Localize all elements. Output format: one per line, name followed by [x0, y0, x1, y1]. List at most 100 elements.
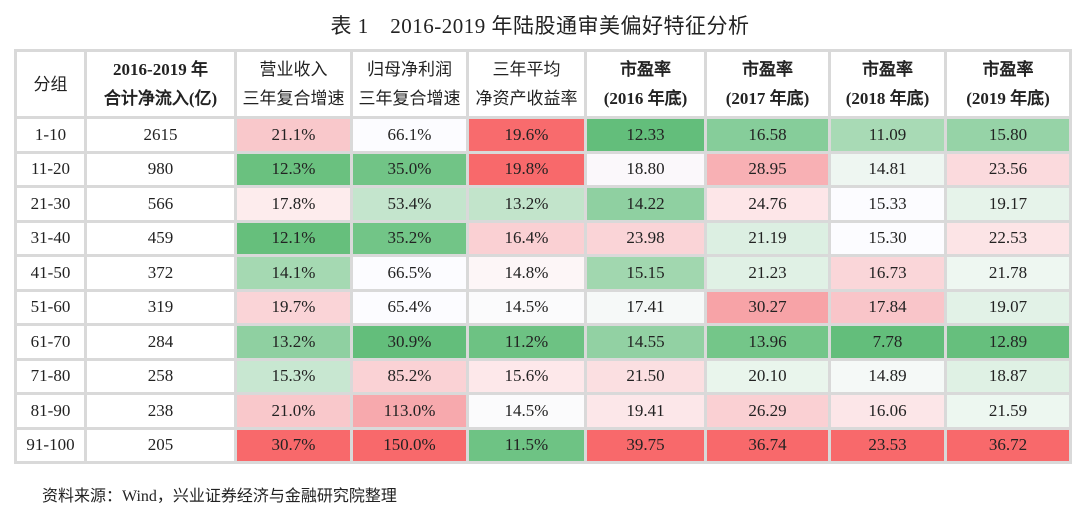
- heatmap-cell: 24.76: [704, 185, 831, 223]
- heatmap-cell: 12.89: [944, 323, 1072, 361]
- heatmap-cell: 15.30: [828, 219, 947, 257]
- heatmap-cell: 14.5%: [466, 288, 587, 326]
- heatmap-cell: 17.84: [828, 288, 947, 326]
- column-header-line: 三年复合增速: [242, 89, 345, 108]
- heatmap-cell: 14.81: [828, 150, 947, 188]
- group-cell: 31-40: [14, 219, 87, 257]
- heatmap-cell: 23.53: [828, 426, 947, 464]
- column-header: 市盈率 (2016 年底): [584, 49, 707, 119]
- heatmap-cell: 14.55: [584, 323, 707, 361]
- group-cell: 41-50: [14, 254, 87, 292]
- column-header-line: (2019 年底): [966, 89, 1050, 108]
- group-cell: 21-30: [14, 185, 87, 223]
- heatmap-cell: 14.89: [828, 357, 947, 395]
- heatmap-cell: 19.8%: [466, 150, 587, 188]
- heatmap-cell: 21.59: [944, 392, 1072, 430]
- heatmap-cell: 19.6%: [466, 116, 587, 154]
- inflow-cell: 459: [84, 219, 237, 257]
- table-row: 31-40 459 12.1% 35.2% 16.4% 23.98 21.19 15.30 22…: [14, 219, 1072, 257]
- table-row: 71-80 258 15.3% 85.2% 15.6% 21.50 20.10 14.89 18…: [14, 357, 1072, 395]
- heatmap-cell: 14.8%: [466, 254, 587, 292]
- column-header-line: 市盈率: [862, 60, 913, 79]
- heatmap-cell: 66.1%: [350, 116, 469, 154]
- heatmap-cell: 7.78: [828, 323, 947, 361]
- heatmap-cell: 14.22: [584, 185, 707, 223]
- column-header: 市盈率 (2017 年底): [704, 49, 831, 119]
- heatmap-cell: 19.41: [584, 392, 707, 430]
- heatmap-cell: 65.4%: [350, 288, 469, 326]
- heatmap-cell: 36.72: [944, 426, 1072, 464]
- column-header-line: 市盈率: [742, 60, 793, 79]
- heatmap-cell: 23.56: [944, 150, 1072, 188]
- table-row: 1-10 2615 21.1% 66.1% 19.6% 12.33 16.58 11.09 15…: [14, 116, 1072, 154]
- data-table: 分组 2016-2019 年合计净流入(亿) 营业收入三年复合增速 归母净利润 三年复合…: [14, 49, 1072, 464]
- group-cell: 51-60: [14, 288, 87, 326]
- heatmap-cell: 23.98: [584, 219, 707, 257]
- inflow-cell: 372: [84, 254, 237, 292]
- heatmap-cell: 11.5%: [466, 426, 587, 464]
- column-header-line: 三年平均: [492, 60, 561, 79]
- heatmap-cell: 150.0%: [350, 426, 469, 464]
- column-header-line: (2017 年底): [725, 89, 810, 108]
- inflow-cell: 205: [84, 426, 237, 464]
- column-header-line: 净资产收益率: [475, 89, 578, 108]
- heatmap-cell: 17.8%: [234, 185, 353, 223]
- heatmap-cell: 13.96: [704, 323, 831, 361]
- column-header-line: 归母净利润: [367, 60, 452, 79]
- heatmap-cell: 15.3%: [234, 357, 353, 395]
- source-note: 资料来源：Wind，兴业证券经济与金融研究院整理: [42, 488, 397, 505]
- group-cell: 71-80: [14, 357, 87, 395]
- table-row: 21-30 566 17.8% 53.4% 13.2% 14.22 24.76 15.33 19…: [14, 185, 1072, 223]
- heatmap-cell: 21.23: [704, 254, 831, 292]
- inflow-cell: 284: [84, 323, 237, 361]
- inflow-cell: 319: [84, 288, 237, 326]
- heatmap-cell: 85.2%: [350, 357, 469, 395]
- heatmap-cell: 12.3%: [234, 150, 353, 188]
- column-header-line: 分组: [33, 74, 68, 94]
- heatmap-cell: 17.41: [584, 288, 707, 326]
- heatmap-cell: 16.06: [828, 392, 947, 430]
- heatmap-cell: 16.73: [828, 254, 947, 292]
- column-header: 归母净利润 三年复合增速: [350, 49, 469, 119]
- heatmap-cell: 39.75: [584, 426, 707, 464]
- heatmap-cell: 26.29: [704, 392, 831, 430]
- heatmap-cell: 11.2%: [466, 323, 587, 361]
- column-header-line: (2018 年底): [845, 89, 930, 108]
- heatmap-cell: 13.2%: [466, 185, 587, 223]
- table-row: 81-90 238 21.0% 113.0% 14.5% 19.41 26.29 16.06 2…: [14, 392, 1072, 430]
- heatmap-cell: 21.1%: [234, 116, 353, 154]
- heatmap-cell: 14.1%: [234, 254, 353, 292]
- column-header-line: 2016-2019 年: [113, 60, 208, 79]
- heatmap-cell: 28.95: [704, 150, 831, 188]
- column-header-line: 营业收入: [259, 60, 328, 79]
- group-cell: 1-10: [14, 116, 87, 154]
- heatmap-cell: 11.09: [828, 116, 947, 154]
- heatmap-cell: 20.10: [704, 357, 831, 395]
- heatmap-cell: 15.80: [944, 116, 1072, 154]
- column-header-line: (2016 年底): [603, 89, 688, 108]
- heatmap-cell: 19.17: [944, 185, 1072, 223]
- heatmap-cell: 21.19: [704, 219, 831, 257]
- column-header-line: 市盈率: [982, 60, 1034, 79]
- heatmap-cell: 113.0%: [350, 392, 469, 430]
- heatmap-cell: 13.2%: [234, 323, 353, 361]
- column-header: 市盈率 (2019 年底): [944, 49, 1072, 119]
- heatmap-cell: 30.9%: [350, 323, 469, 361]
- heatmap-cell: 15.6%: [466, 357, 587, 395]
- column-header: 三年平均净资产收益率: [466, 49, 587, 119]
- heatmap-cell: 21.78: [944, 254, 1072, 292]
- heatmap-cell: 12.1%: [234, 219, 353, 257]
- heatmap-cell: 12.33: [584, 116, 707, 154]
- heatmap-cell: 53.4%: [350, 185, 469, 223]
- table-row: 51-60 319 19.7% 65.4% 14.5% 17.41 30.27 17.84 19…: [14, 288, 1072, 326]
- inflow-cell: 980: [84, 150, 237, 188]
- column-header: 2016-2019 年合计净流入(亿): [84, 49, 237, 119]
- heatmap-cell: 22.53: [944, 219, 1072, 257]
- table-row: 11-20 980 12.3% 35.0% 19.8% 18.80 28.95 14.81 23…: [14, 150, 1072, 188]
- inflow-cell: 238: [84, 392, 237, 430]
- heatmap-cell: 16.58: [704, 116, 831, 154]
- group-cell: 81-90: [14, 392, 87, 430]
- inflow-cell: 566: [84, 185, 237, 223]
- heatmap-cell: 21.50: [584, 357, 707, 395]
- heatmap-cell: 30.7%: [234, 426, 353, 464]
